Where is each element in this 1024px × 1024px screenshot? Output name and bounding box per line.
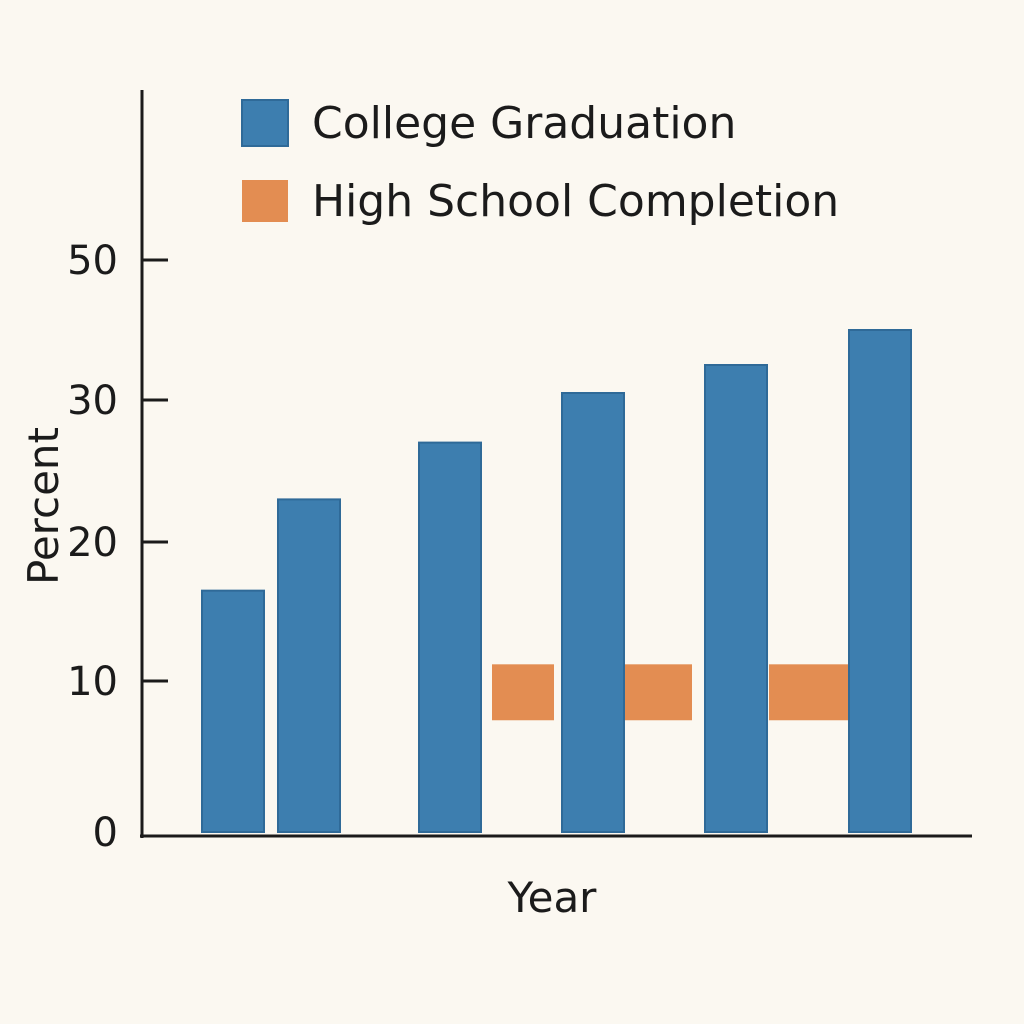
bar-college-graduation (704, 364, 768, 833)
legend-label-high-school-completion: High School Completion (312, 176, 839, 227)
x-axis-title: Year (507, 873, 598, 922)
legend: College Graduation High School Completio… (241, 98, 839, 227)
y-tick-label: 30 (67, 378, 118, 424)
y-axis-title: Percent (19, 427, 68, 585)
bar-college-graduation (418, 441, 482, 833)
bar-college-graduation (201, 589, 265, 834)
y-tick-label: 20 (67, 520, 118, 566)
legend-label-college-graduation: College Graduation (312, 98, 736, 149)
legend-swatch-high-school-completion (242, 180, 288, 222)
marker-high-school-completion (769, 664, 848, 721)
legend-swatch-college-graduation (241, 99, 289, 147)
bar-college-graduation (277, 498, 341, 833)
y-tick-label: 0 (93, 810, 118, 856)
marker-high-school-completion (492, 664, 554, 721)
bar-college-graduation (561, 392, 625, 833)
y-tick-label: 10 (67, 659, 118, 705)
high-school-markers (492, 664, 848, 721)
marker-high-school-completion (625, 664, 692, 721)
y-tick-label: 50 (67, 238, 118, 284)
bar-college-graduation (848, 329, 912, 833)
y-axis-ticks: 0 10 20 30 50 (67, 238, 168, 856)
bars (201, 329, 912, 834)
